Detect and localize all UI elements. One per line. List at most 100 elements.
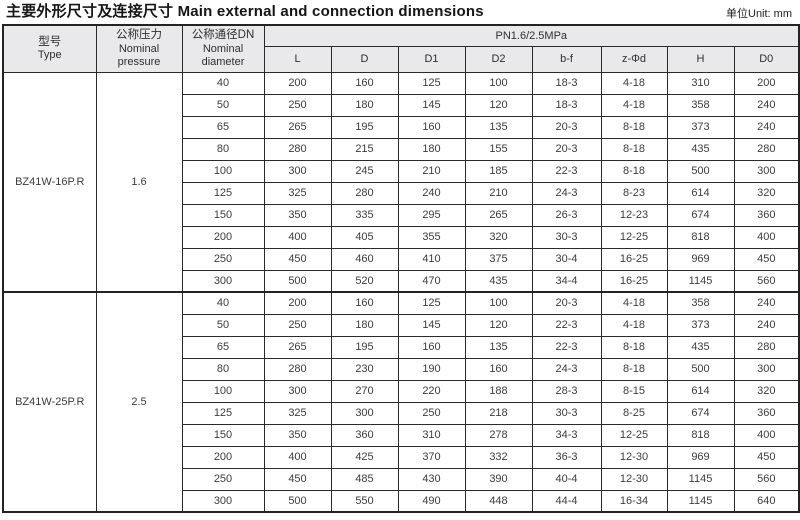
col-header-pressure-zh: 公称压力: [116, 29, 162, 42]
dim-col-header: H: [666, 45, 735, 73]
value-cell: 360: [330, 423, 399, 447]
value-cell: 4-18: [600, 291, 668, 315]
value-cell: 125: [397, 71, 466, 95]
value-cell: 145: [397, 313, 466, 337]
value-cell: 435: [666, 137, 735, 161]
value-cell: 550: [330, 489, 399, 513]
value-cell: 280: [263, 137, 332, 161]
value-cell: 22-3: [531, 313, 602, 337]
value-cell: 135: [464, 335, 533, 359]
value-cell: 435: [666, 335, 735, 359]
value-cell: 265: [263, 115, 332, 139]
value-cell: 145: [397, 93, 466, 117]
value-cell: 180: [330, 313, 399, 337]
col-header-diameter: 公称通径DN Nominal diameter: [181, 24, 265, 73]
value-cell: 355: [397, 225, 466, 249]
value-cell: 8-23: [600, 181, 668, 205]
value-cell: 195: [330, 115, 399, 139]
dn-cell: 100: [181, 159, 265, 183]
value-cell: 240: [733, 115, 800, 139]
value-cell: 614: [666, 181, 735, 205]
value-cell: 320: [733, 379, 800, 403]
dn-cell: 125: [181, 181, 265, 205]
value-cell: 12-23: [600, 203, 668, 227]
value-cell: 320: [733, 181, 800, 205]
value-cell: 155: [464, 137, 533, 161]
dn-cell: 50: [181, 313, 265, 337]
value-cell: 22-3: [531, 159, 602, 183]
value-cell: 520: [330, 269, 399, 293]
dn-cell: 125: [181, 401, 265, 425]
value-cell: 100: [464, 291, 533, 315]
dn-cell: 100: [181, 379, 265, 403]
value-cell: 135: [464, 115, 533, 139]
value-cell: 1145: [666, 269, 735, 293]
value-cell: 295: [397, 203, 466, 227]
value-cell: 425: [330, 445, 399, 469]
value-cell: 180: [397, 137, 466, 161]
value-cell: 265: [263, 335, 332, 359]
dn-cell: 80: [181, 357, 265, 381]
table-row: 125 325 300 250 218 30-3 8-25 674 360: [3, 401, 800, 425]
value-cell: 160: [397, 335, 466, 359]
value-cell: 1145: [666, 489, 735, 513]
value-cell: 190: [397, 357, 466, 381]
value-cell: 18-3: [531, 71, 602, 95]
value-cell: 240: [733, 291, 800, 315]
value-cell: 448: [464, 489, 533, 513]
value-cell: 22-3: [531, 335, 602, 359]
value-cell: 12-30: [600, 467, 668, 491]
value-cell: 215: [330, 137, 399, 161]
value-cell: 490: [397, 489, 466, 513]
value-cell: 160: [330, 71, 399, 95]
type-cell: BZ41W-25P.R: [2, 291, 97, 513]
value-cell: 200: [263, 71, 332, 95]
value-cell: 188: [464, 379, 533, 403]
value-cell: 450: [733, 247, 800, 271]
value-cell: 969: [666, 247, 735, 271]
dimensions-table: 型号 Type 公称压力 Nominal pressure 公称通径DN Nom…: [2, 24, 800, 513]
value-cell: 24-3: [531, 357, 602, 381]
col-header-type: 型号 Type: [2, 24, 97, 73]
value-cell: 250: [263, 313, 332, 337]
value-cell: 20-3: [531, 291, 602, 315]
value-cell: 8-18: [600, 115, 668, 139]
header-row-dims: L D D1 D2 b-f z-Φd H D0: [3, 45, 800, 73]
value-cell: 4-18: [600, 313, 668, 337]
table-row: BZ41W-16P.R 1.6 40 200 160 125 100 18-3 4-18 310 2…: [2, 71, 800, 293]
value-cell: 4-18: [600, 93, 668, 117]
value-cell: 350: [263, 203, 332, 227]
dn-cell: 40: [181, 291, 265, 315]
value-cell: 160: [464, 357, 533, 381]
value-cell: 640: [733, 489, 800, 513]
dn-cell: 40: [181, 71, 265, 95]
dim-col-header: D: [330, 45, 399, 73]
value-cell: 400: [733, 423, 800, 447]
dn-cell: 200: [181, 225, 265, 249]
value-cell: 460: [330, 247, 399, 271]
value-cell: 210: [464, 181, 533, 205]
value-cell: 450: [263, 247, 332, 271]
value-cell: 560: [733, 269, 800, 293]
value-cell: 674: [666, 203, 735, 227]
value-cell: 325: [263, 181, 332, 205]
dn-cell: 200: [181, 445, 265, 469]
value-cell: 405: [330, 225, 399, 249]
value-cell: 180: [330, 93, 399, 117]
value-cell: 818: [666, 423, 735, 447]
col-header-pressure-en1: Nominal: [118, 42, 160, 55]
table-row: BZ41W-25P.R 2.5 40 200 160 125 100 20-3 4-18 358 2…: [2, 291, 800, 513]
header-row-pn: 型号 Type 公称压力 Nominal pressure 公称通径DN Nom…: [2, 24, 800, 73]
value-cell: 350: [263, 423, 332, 447]
value-cell: 24-3: [531, 181, 602, 205]
value-cell: 40-4: [531, 467, 602, 491]
value-cell: 36-3: [531, 445, 602, 469]
value-cell: 20-3: [531, 115, 602, 139]
value-cell: 300: [263, 379, 332, 403]
value-cell: 125: [397, 291, 466, 315]
value-cell: 4-18: [600, 71, 668, 95]
value-cell: 335: [330, 203, 399, 227]
value-cell: 8-18: [600, 159, 668, 183]
dn-cell: 250: [181, 467, 265, 491]
value-cell: 240: [733, 313, 800, 337]
